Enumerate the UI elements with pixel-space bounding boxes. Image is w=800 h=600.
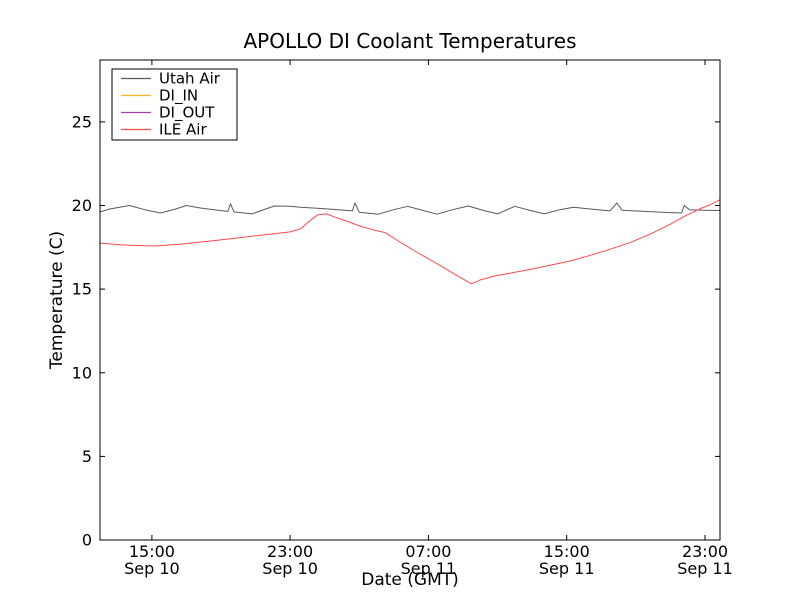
x-tick-label-date: Sep 11 bbox=[401, 559, 457, 578]
ile-air-legend-label: ILE Air bbox=[159, 121, 207, 139]
x-axis-label: Date (GMT) bbox=[361, 570, 459, 590]
y-axis-label: Temperature (C) bbox=[47, 230, 67, 370]
y-tick-label: 25 bbox=[72, 112, 92, 131]
chart-title: APOLLO DI Coolant Temperatures bbox=[243, 29, 577, 53]
x-tick-label-time: 15:00 bbox=[544, 542, 590, 561]
ile-air-line bbox=[99, 199, 721, 285]
x-tick-label-date: Sep 11 bbox=[677, 559, 733, 578]
di-in-legend-label: DI_IN bbox=[159, 87, 198, 106]
utah-air-line bbox=[99, 202, 721, 215]
y-tick-label: 10 bbox=[72, 363, 92, 382]
utah-air-legend-label: Utah Air bbox=[159, 70, 221, 88]
x-tick-label-date: Sep 11 bbox=[539, 559, 595, 578]
x-tick-label-date: Sep 10 bbox=[262, 559, 318, 578]
di-out-legend-label: DI_OUT bbox=[159, 104, 215, 123]
y-tick-label: 15 bbox=[72, 280, 92, 299]
legend-box bbox=[111, 68, 238, 141]
y-tick-label: 5 bbox=[82, 447, 92, 466]
axes-spines bbox=[99, 59, 721, 541]
y-tick-label: 0 bbox=[82, 531, 92, 550]
x-tick-label-time: 23:00 bbox=[267, 542, 313, 561]
x-tick-label-date: Sep 10 bbox=[124, 559, 180, 578]
y-tick-label: 20 bbox=[72, 196, 92, 215]
x-tick-label-time: 07:00 bbox=[405, 542, 451, 561]
x-tick-label-time: 23:00 bbox=[682, 542, 728, 561]
x-tick-label-time: 15:00 bbox=[129, 542, 175, 561]
